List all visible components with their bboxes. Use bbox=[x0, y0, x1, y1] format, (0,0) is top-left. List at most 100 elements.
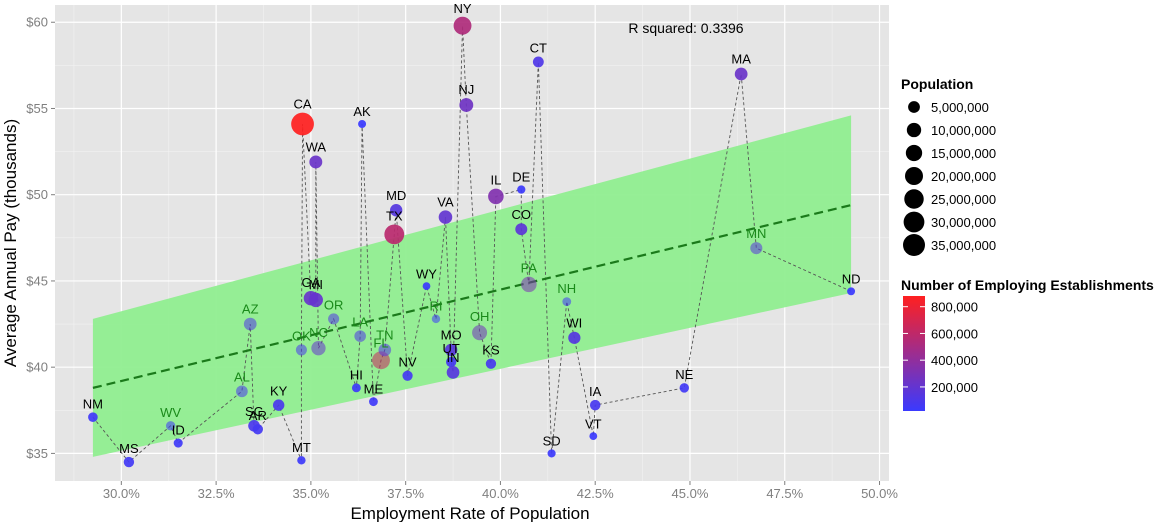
point-az bbox=[243, 317, 257, 331]
x-tick-label: 42.5% bbox=[577, 486, 614, 501]
label-wv: WV bbox=[160, 405, 181, 420]
point-ia bbox=[589, 399, 601, 411]
label-sd: SD bbox=[543, 433, 561, 448]
label-tn: TN bbox=[376, 328, 393, 343]
label-al: AL bbox=[234, 369, 250, 384]
label-vt: VT bbox=[585, 416, 602, 431]
label-wy: WY bbox=[416, 266, 437, 281]
point-tn bbox=[378, 343, 392, 357]
x-tick-label: 35.0% bbox=[292, 486, 329, 501]
label-pa: PA bbox=[521, 261, 538, 276]
point-il bbox=[488, 188, 504, 205]
point-ne bbox=[679, 383, 689, 393]
label-az: AZ bbox=[242, 302, 259, 317]
color-legend: Number of Employing Establishments 800,0… bbox=[901, 277, 1154, 411]
y-tick-label: $60 bbox=[26, 15, 48, 30]
confidence-band-area bbox=[92, 115, 852, 457]
point-oh bbox=[472, 325, 488, 341]
size-legend-dot bbox=[905, 167, 923, 185]
label-ri: RI bbox=[429, 299, 442, 314]
size-legend-label: 25,000,000 bbox=[931, 192, 996, 207]
label-ms: MS bbox=[119, 441, 139, 456]
colorbar-label: 800,000 bbox=[931, 300, 978, 315]
color-legend-title: Number of Employing Establishments bbox=[901, 277, 1154, 293]
point-ar bbox=[252, 424, 263, 435]
size-legend-label: 20,000,000 bbox=[931, 169, 996, 184]
y-axis-ticks: $35 $40 $45 $50 $55 $60 bbox=[26, 15, 55, 461]
label-oh: OH bbox=[470, 309, 490, 324]
x-tick-label: 37.5% bbox=[387, 486, 424, 501]
point-ct bbox=[532, 56, 544, 68]
x-tick-label: 32.5% bbox=[198, 486, 235, 501]
label-de: DE bbox=[512, 169, 530, 184]
label-co: CO bbox=[512, 207, 532, 222]
x-tick-label: 47.5% bbox=[766, 486, 803, 501]
size-legend-label: 10,000,000 bbox=[931, 123, 996, 138]
size-legend-label: 5,000,000 bbox=[931, 100, 989, 115]
label-ar: AR bbox=[249, 408, 267, 423]
point-ks bbox=[485, 358, 497, 369]
x-axis-title: Employment Rate of Population bbox=[350, 504, 589, 522]
y-tick-label: $55 bbox=[26, 101, 48, 116]
colorbar-label: 200,000 bbox=[931, 380, 978, 395]
point-wa bbox=[309, 155, 323, 169]
label-hi: HI bbox=[350, 367, 363, 382]
colorbar-label: 400,000 bbox=[931, 353, 978, 368]
point-hi bbox=[351, 383, 361, 393]
point-md bbox=[390, 204, 403, 217]
label-ca: CA bbox=[294, 97, 312, 112]
point-nc bbox=[311, 341, 326, 356]
point-va bbox=[438, 210, 453, 224]
point-ny bbox=[453, 16, 472, 35]
point-id bbox=[173, 438, 183, 448]
x-tick-label: 40.0% bbox=[482, 486, 519, 501]
label-mt: MT bbox=[292, 440, 311, 455]
point-nj bbox=[459, 98, 474, 112]
label-sc: SC bbox=[245, 404, 263, 419]
point-nm bbox=[88, 412, 98, 422]
point-mi bbox=[308, 292, 323, 308]
y-tick-label: $40 bbox=[26, 360, 48, 375]
label-wa: WA bbox=[306, 139, 327, 154]
point-pa bbox=[521, 276, 537, 293]
y-tick-label: $50 bbox=[26, 187, 48, 202]
label-in: IN bbox=[447, 350, 460, 365]
point-ky bbox=[272, 399, 285, 411]
size-legend-dot bbox=[904, 189, 924, 209]
size-legend-label: 35,000,000 bbox=[931, 238, 996, 253]
point-ca bbox=[291, 112, 314, 136]
point-wy bbox=[422, 282, 431, 290]
label-ny: NY bbox=[453, 1, 471, 16]
point-ak bbox=[358, 120, 367, 128]
label-tx: TX bbox=[386, 208, 403, 223]
label-mn: MN bbox=[746, 226, 766, 241]
size-legend-title: Population bbox=[901, 76, 973, 92]
point-ok bbox=[295, 344, 307, 356]
regression-line bbox=[92, 203, 852, 389]
size-legend-label: 30,000,000 bbox=[931, 215, 996, 230]
colorbar bbox=[903, 296, 925, 411]
size-legend-dot bbox=[906, 122, 922, 138]
point-in bbox=[446, 365, 460, 379]
label-id: ID bbox=[172, 423, 185, 438]
point-ma bbox=[734, 67, 748, 81]
label-md: MD bbox=[386, 188, 406, 203]
size-legend: Population 5,000,000 10,000,000 15,000,000… bbox=[901, 76, 996, 256]
point-la bbox=[354, 330, 366, 342]
label-ne: NE bbox=[675, 367, 693, 382]
y-axis-title: Average Annual Pay (thousands) bbox=[1, 119, 20, 367]
x-tick-label: 50.0% bbox=[861, 486, 898, 501]
point-nh bbox=[562, 297, 572, 307]
point-sd bbox=[547, 449, 556, 458]
x-tick-label: 45.0% bbox=[672, 486, 709, 501]
point-wi bbox=[568, 331, 581, 344]
r-squared-annotation: R squared: 0.3396 bbox=[628, 20, 743, 36]
label-ok: OK bbox=[292, 328, 311, 343]
data-points bbox=[88, 16, 856, 468]
point-or bbox=[328, 313, 340, 325]
label-fl: FL bbox=[373, 335, 388, 350]
size-legend-dot bbox=[903, 234, 925, 256]
point-de bbox=[517, 185, 526, 194]
